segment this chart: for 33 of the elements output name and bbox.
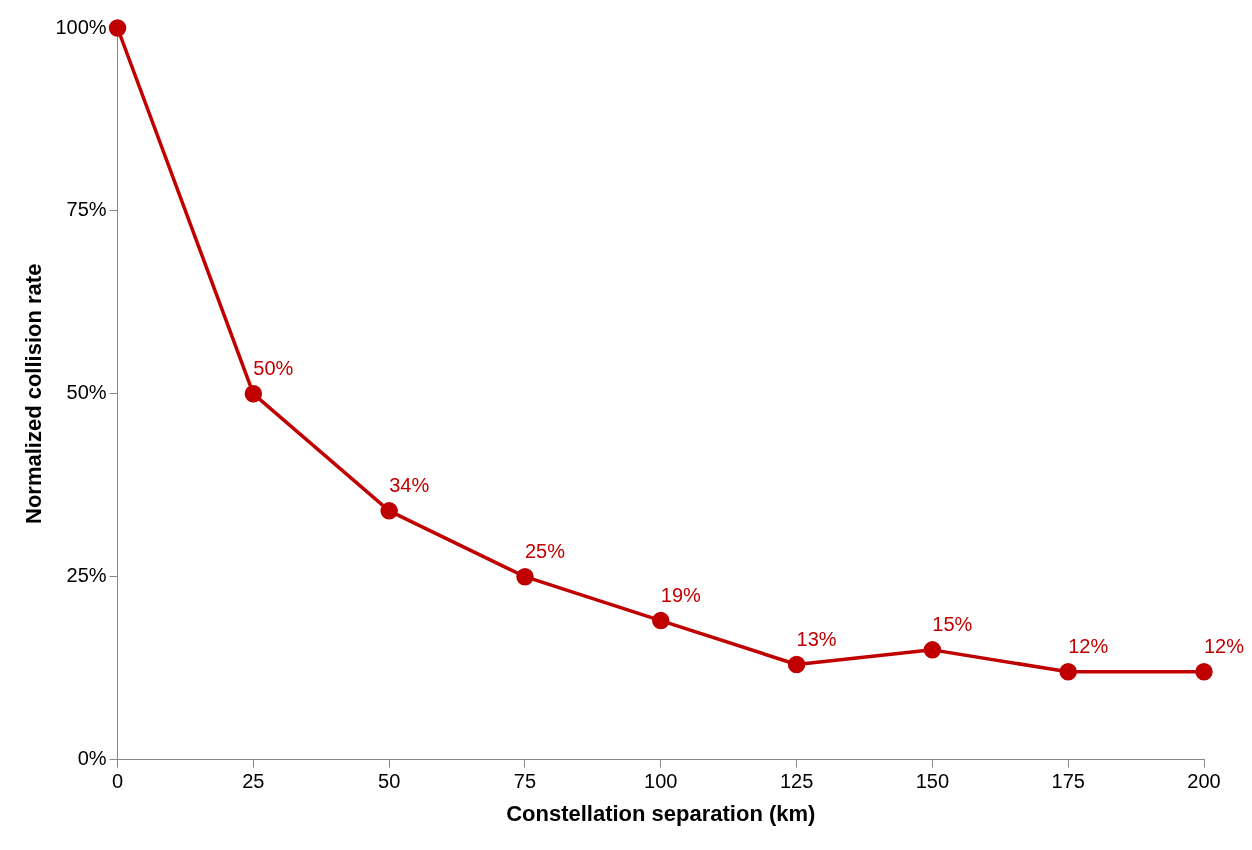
x-tick-label: 125 bbox=[779, 770, 814, 793]
data-label: 13% bbox=[796, 628, 837, 651]
y-tick-label: 75% bbox=[66, 198, 107, 221]
x-tick-label: 25 bbox=[242, 770, 265, 793]
x-axis-title: Constellation separation (km) bbox=[506, 800, 816, 826]
point bbox=[108, 19, 127, 37]
point bbox=[1195, 663, 1213, 681]
y-tick-label: 0% bbox=[77, 747, 107, 770]
x-tick-label: 0 bbox=[111, 770, 124, 793]
x-tick-label: 150 bbox=[915, 770, 950, 793]
point bbox=[787, 655, 806, 674]
data-label: 34% bbox=[389, 474, 430, 497]
data-label: 50% bbox=[253, 357, 294, 380]
data-label: 15% bbox=[932, 613, 973, 636]
point bbox=[516, 567, 534, 586]
point bbox=[1059, 663, 1077, 681]
data-label: 25% bbox=[524, 540, 566, 563]
y-tick-label: 100% bbox=[55, 15, 107, 38]
data-label: 19% bbox=[660, 584, 702, 607]
point bbox=[380, 502, 398, 520]
y-tick-label: 50% bbox=[66, 381, 107, 404]
data-label: 12% bbox=[1068, 635, 1109, 658]
point bbox=[652, 611, 670, 630]
x-tick-label: 75 bbox=[513, 770, 537, 793]
x-tick-label: 50 bbox=[378, 770, 401, 793]
y-axis-title: Normalized collision rate bbox=[21, 263, 47, 524]
x-tick-label: 100 bbox=[644, 770, 678, 793]
point bbox=[244, 385, 263, 403]
point bbox=[923, 641, 942, 659]
x-tick-label: 200 bbox=[1187, 770, 1221, 793]
data-label: 12% bbox=[1203, 635, 1245, 658]
y-tick-label: 25% bbox=[66, 564, 107, 587]
x-tick-label: 175 bbox=[1051, 770, 1085, 793]
